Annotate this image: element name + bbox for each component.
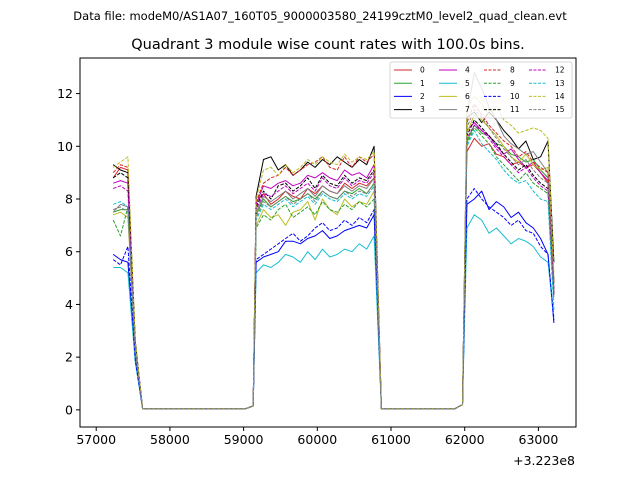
y-tick-label: 6 [65, 244, 73, 259]
y-tick-label: 10 [57, 139, 73, 154]
x-tick-label: 61000 [371, 432, 411, 447]
legend-label-2: 2 [420, 92, 425, 101]
x-tick-label: 58000 [150, 432, 190, 447]
legend-label-12: 12 [555, 66, 565, 75]
legend-label-6: 6 [465, 92, 470, 101]
y-tick-label: 12 [57, 86, 73, 101]
legend-label-0: 0 [420, 66, 425, 75]
legend-label-8: 8 [510, 66, 515, 75]
y-tick-label: 4 [65, 297, 73, 312]
y-tick-label: 2 [65, 350, 73, 365]
legend-label-15: 15 [555, 105, 565, 114]
legend-label-5: 5 [465, 79, 470, 88]
y-tick-label: 8 [65, 192, 73, 207]
legend-label-4: 4 [465, 66, 470, 75]
plot-frame [79, 57, 577, 428]
x-tick-label: 63000 [519, 432, 559, 447]
legend-label-11: 11 [510, 105, 520, 114]
legend-label-9: 9 [510, 79, 515, 88]
series-line-11 [112, 119, 555, 410]
legend-label-13: 13 [555, 79, 565, 88]
x-tick-label: 60000 [297, 432, 337, 447]
axes: 57000 58000 59000 60000 61000 62000 63000 0 2 4 6 8… [57, 57, 577, 447]
series-line-13 [113, 130, 555, 410]
legend-box [389, 61, 573, 119]
chart-title: Quadrant 3 module wise count rates with … [131, 37, 525, 53]
x-tick-label: 57000 [76, 432, 116, 447]
legend-label-10: 10 [510, 92, 520, 101]
legend-label-1: 1 [420, 79, 425, 88]
y-tick-label: 0 [65, 402, 73, 417]
x-offset-text: +3.223e8 [513, 453, 575, 468]
x-tick-label: 62000 [445, 432, 485, 447]
legend-label-7: 7 [465, 105, 470, 114]
x-tick-label: 59000 [224, 432, 264, 447]
legend-label-3: 3 [420, 105, 425, 114]
figure-suptitle: Data file: modeM0/AS1A07_160T05_90000035… [73, 9, 567, 23]
legend-label-14: 14 [555, 92, 565, 101]
